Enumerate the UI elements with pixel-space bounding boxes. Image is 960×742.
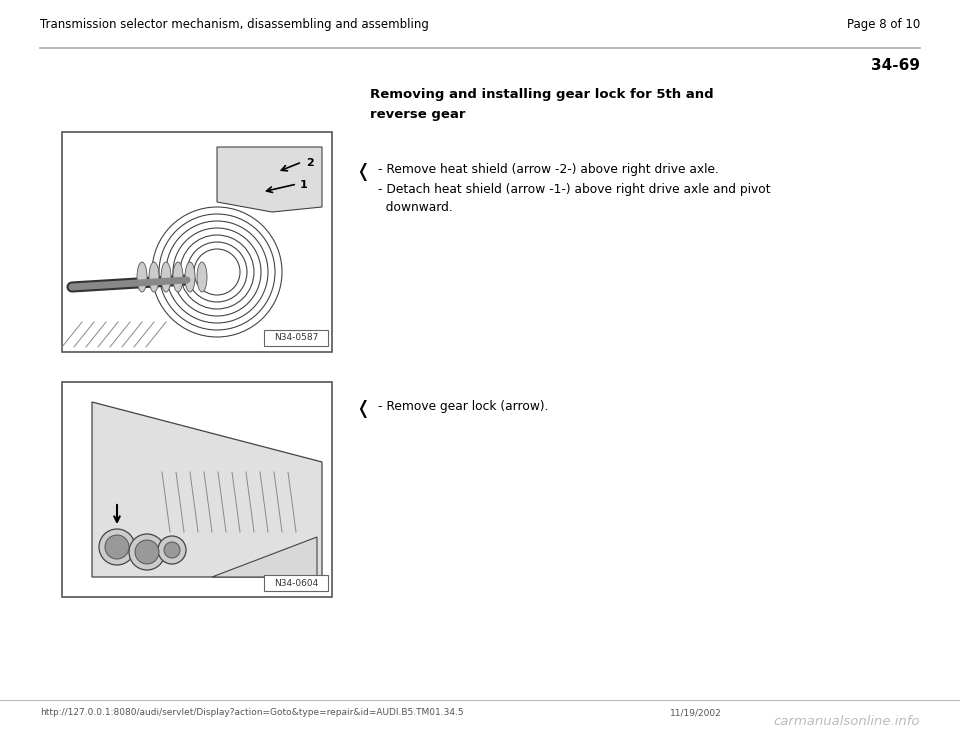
Text: http://127.0.0.1:8080/audi/servlet/Display?action=Goto&type=repair&id=AUDI.B5.TM: http://127.0.0.1:8080/audi/servlet/Displ… — [40, 708, 464, 717]
Circle shape — [105, 535, 129, 559]
Bar — [62, 132, 332, 352]
Text: ❬: ❬ — [355, 163, 371, 181]
Ellipse shape — [197, 262, 207, 292]
Text: - Detach heat shield (arrow -1-) above right drive axle and pivot: - Detach heat shield (arrow -1-) above r… — [378, 183, 771, 196]
Ellipse shape — [149, 262, 159, 292]
Text: N34-0604: N34-0604 — [274, 579, 318, 588]
Text: Page 8 of 10: Page 8 of 10 — [847, 18, 920, 31]
Text: 11/19/2002: 11/19/2002 — [670, 708, 722, 717]
Polygon shape — [217, 147, 322, 212]
Text: downward.: downward. — [378, 201, 453, 214]
Bar — [63, 383, 331, 596]
Text: - Remove gear lock (arrow).: - Remove gear lock (arrow). — [378, 400, 548, 413]
Text: 34-69: 34-69 — [871, 58, 920, 73]
Text: Removing and installing gear lock for 5th and: Removing and installing gear lock for 5t… — [370, 88, 713, 101]
Text: 1: 1 — [300, 180, 308, 190]
Ellipse shape — [137, 262, 147, 292]
Text: 2: 2 — [306, 158, 314, 168]
Ellipse shape — [173, 262, 183, 292]
Circle shape — [135, 540, 159, 564]
Text: - Remove heat shield (arrow -2-) above right drive axle.: - Remove heat shield (arrow -2-) above r… — [378, 163, 719, 176]
Bar — [62, 382, 332, 597]
Text: N34-0587: N34-0587 — [274, 333, 318, 343]
Text: ❬: ❬ — [355, 400, 371, 418]
Text: carmanualsonline.info: carmanualsonline.info — [774, 715, 920, 728]
Circle shape — [164, 542, 180, 558]
Text: reverse gear: reverse gear — [370, 108, 466, 121]
Circle shape — [129, 534, 165, 570]
Bar — [264, 575, 328, 591]
Bar — [63, 133, 331, 351]
Circle shape — [99, 529, 135, 565]
Polygon shape — [92, 402, 322, 577]
Ellipse shape — [185, 262, 195, 292]
Ellipse shape — [161, 262, 171, 292]
Bar — [264, 330, 328, 346]
Circle shape — [158, 536, 186, 564]
Text: Transmission selector mechanism, disassembling and assembling: Transmission selector mechanism, disasse… — [40, 18, 429, 31]
Polygon shape — [212, 537, 317, 577]
